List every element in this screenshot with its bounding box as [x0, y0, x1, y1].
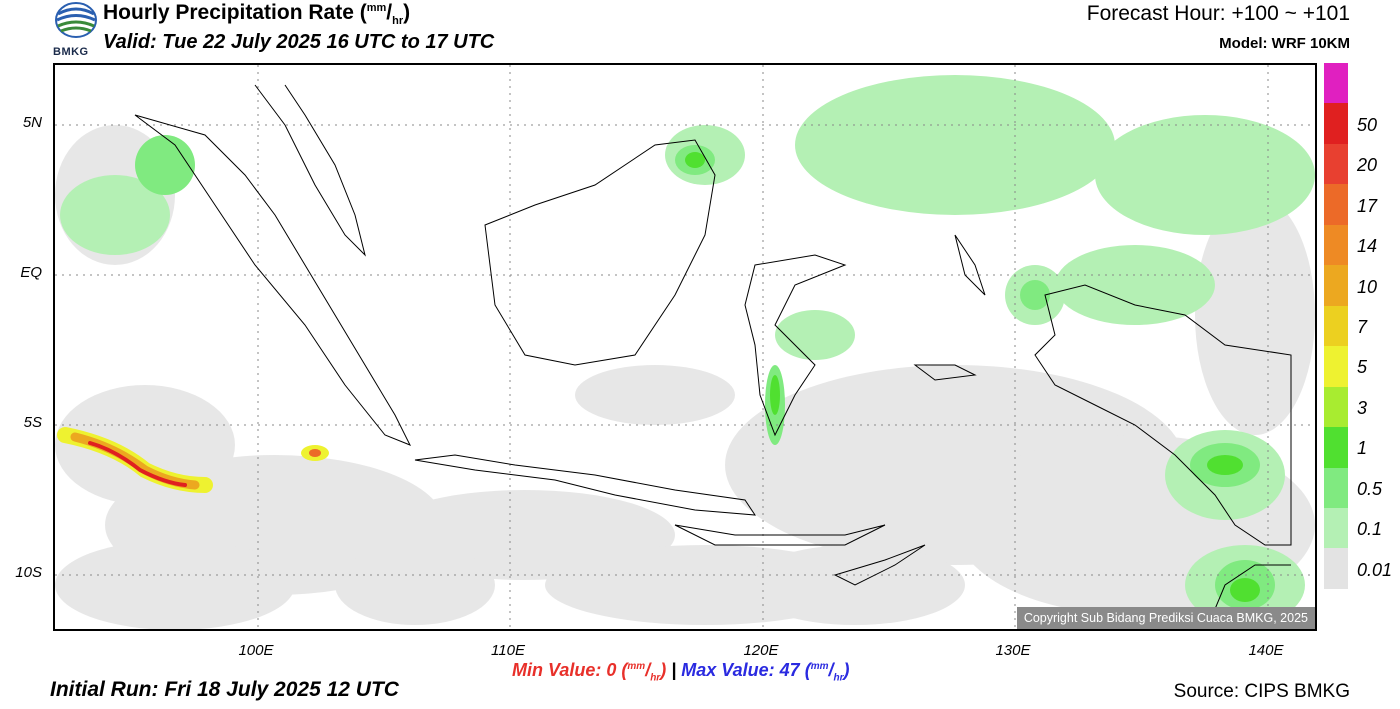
colorbar-label: 3	[1357, 397, 1368, 418]
colorbar-label: 10	[1357, 276, 1378, 297]
rain-1mm-area	[685, 152, 1260, 602]
colorbar-segment	[1324, 184, 1348, 225]
min-max-values: Min Value: 0 (mm/hr) | Max Value: 47 (mm…	[512, 660, 850, 684]
colorbar-segment	[1324, 507, 1348, 549]
colorbar-label: 14	[1357, 236, 1378, 257]
colorbar-segment	[1324, 305, 1348, 347]
max-value-label: Max Value:	[681, 660, 775, 680]
colorbar-segment	[1324, 103, 1348, 144]
lon-label-130e: 130E	[995, 642, 1031, 659]
colorbar-label: 0.01	[1357, 559, 1393, 580]
logo-text: BMKG	[53, 46, 89, 58]
colorbar-segment	[1324, 224, 1348, 266]
colorbar-label: 1	[1357, 438, 1368, 459]
lat-label-eq: EQ	[20, 264, 42, 281]
colorbar-label: 50	[1357, 114, 1378, 135]
colorbar-label: 5	[1357, 357, 1368, 378]
colorbar-segment	[1324, 265, 1348, 306]
colorbar-segment	[1324, 467, 1348, 508]
initial-run: Initial Run: Fri 18 July 2025 12 UTC	[50, 678, 399, 701]
bmkg-logo	[52, 0, 100, 60]
coastlines	[134, 84, 1292, 629]
min-value-label: Min Value:	[512, 660, 602, 680]
colorbar-label: 0.1	[1357, 519, 1383, 540]
map-canvas	[55, 65, 1315, 629]
lon-label-140e: 140E	[1248, 642, 1284, 659]
colorbar-segment	[1324, 346, 1348, 387]
valid-time: Valid: Tue 22 July 2025 16 UTC to 17 UTC	[103, 31, 495, 53]
precipitation-map: Copyright Sub Bidang Prediksi Cuaca BMKG…	[53, 63, 1317, 631]
model-name: Model: WRF 10KM	[1219, 35, 1350, 52]
min-value: 0	[606, 660, 617, 680]
colorbar-segment	[1324, 143, 1348, 185]
lon-label-110e: 110E	[491, 642, 525, 659]
lon-label-100e: 100E	[238, 642, 274, 659]
moderate-rain-area	[60, 75, 1315, 625]
colorbar	[1324, 63, 1348, 589]
colorbar-label: 7	[1357, 317, 1368, 337]
graticule	[55, 65, 1315, 629]
chart-title: Hourly Precipitation Rate (mm/hr)	[103, 1, 411, 28]
colorbar-label: 0.5	[1357, 478, 1383, 499]
lat-label-10s: 10S	[15, 564, 42, 581]
lat-label-5n: 5N	[22, 114, 42, 131]
colorbar-segment	[1324, 63, 1348, 104]
colorbar-segment	[1324, 548, 1348, 589]
source: Source: CIPS BMKG	[1173, 681, 1350, 702]
colorbar-label: 20	[1357, 155, 1378, 176]
lat-label-5s: 5S	[23, 414, 42, 431]
copyright-notice: Copyright Sub Bidang Prediksi Cuaca BMKG…	[1016, 607, 1315, 629]
colorbar-label: 17	[1357, 195, 1378, 216]
max-value: 47	[779, 660, 800, 680]
forecast-hour: Forecast Hour: +100 ~ +101	[1086, 2, 1350, 25]
lon-label-120e: 120E	[743, 642, 779, 659]
colorbar-segment	[1324, 386, 1348, 428]
heavy-rain-band	[57, 427, 329, 493]
colorbar-segment	[1324, 427, 1348, 468]
separator: |	[671, 660, 677, 680]
